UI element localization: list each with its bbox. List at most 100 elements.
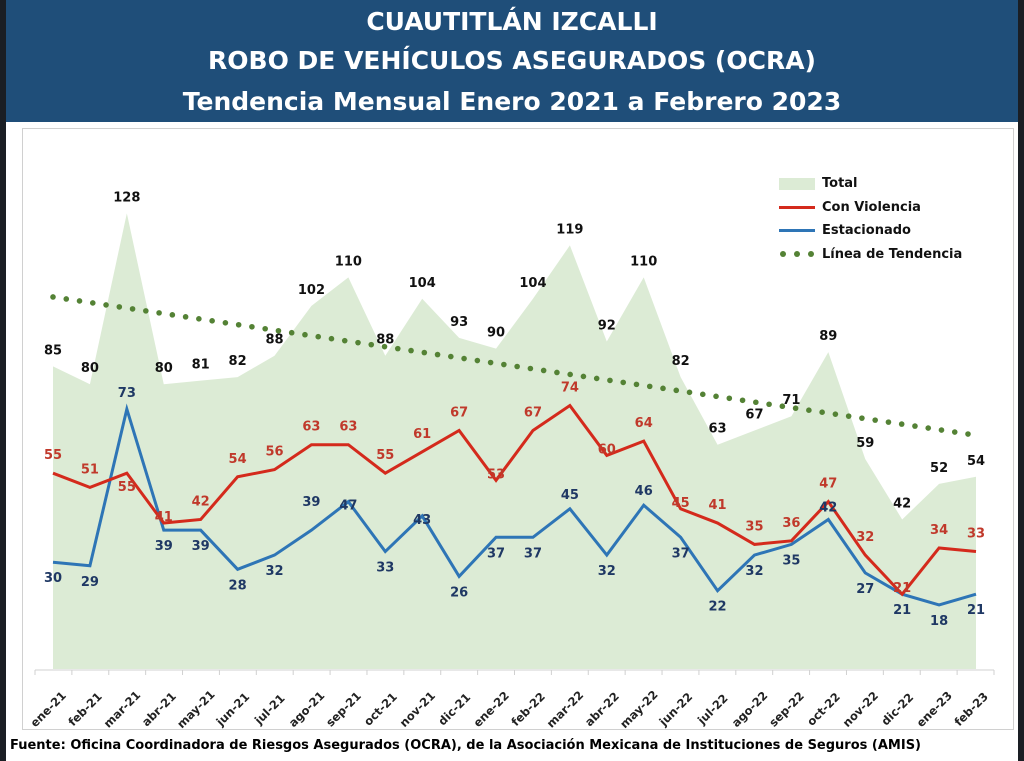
x-tick-label: ago-22 bbox=[729, 688, 770, 729]
trend-dot bbox=[898, 421, 905, 427]
trend-dot bbox=[527, 365, 534, 372]
trend-dot bbox=[766, 401, 772, 408]
trend-dot bbox=[819, 409, 825, 415]
x-tick-label: sep-22 bbox=[766, 689, 807, 730]
x-tick-label: ene-21 bbox=[27, 688, 68, 729]
legend-swatch-total bbox=[779, 177, 815, 190]
legend-label-tendencia: Línea de Tendencia bbox=[822, 246, 963, 262]
estacionado-data-label: 21 bbox=[893, 603, 911, 618]
total-data-label: 119 bbox=[556, 222, 583, 237]
violencia-data-label: 67 bbox=[524, 405, 542, 420]
violencia-data-label: 35 bbox=[745, 519, 763, 534]
trend-dot bbox=[832, 411, 839, 417]
violencia-line bbox=[52, 403, 977, 597]
estacionado-data-label: 26 bbox=[450, 585, 468, 600]
legend-item-violencia: Con Violencia bbox=[778, 196, 962, 220]
estacionado-data-label: 39 bbox=[155, 539, 173, 554]
trend-dot bbox=[89, 300, 96, 306]
violencia-data-label: 42 bbox=[192, 494, 210, 509]
trend-dot bbox=[501, 361, 507, 368]
estacionado-data-label: 27 bbox=[856, 582, 874, 597]
estacionado-data-label: 47 bbox=[339, 499, 357, 514]
trend-dot bbox=[103, 302, 109, 308]
total-area bbox=[53, 213, 976, 669]
x-tick-label: oct-22 bbox=[804, 690, 843, 729]
estacionado-data-label: 39 bbox=[192, 539, 210, 554]
plot-area-border bbox=[22, 128, 1014, 730]
estacionado-data-label: 39 bbox=[302, 495, 320, 510]
trend-dot bbox=[249, 323, 255, 330]
x-tick-label: nov-21 bbox=[397, 689, 438, 730]
trend-dot bbox=[660, 385, 666, 392]
trend-dot bbox=[593, 375, 600, 382]
estacionado-data-label: 46 bbox=[635, 484, 653, 499]
legend-label-total: Total bbox=[822, 176, 858, 192]
violencia-data-label: 63 bbox=[339, 420, 357, 435]
estacionado-data-label: 18 bbox=[930, 614, 948, 629]
trend-dot bbox=[567, 371, 573, 378]
chart-header: CUAUTITLÁN IZCALLI ROBO DE VEHÍCULOS ASE… bbox=[6, 0, 1018, 122]
legend-label-estacionado: Estacionado bbox=[822, 223, 911, 239]
trend-dot bbox=[859, 415, 865, 421]
estacionado-data-label: 37 bbox=[672, 546, 690, 561]
total-data-label: 42 bbox=[893, 496, 911, 511]
violencia-data-label: 56 bbox=[265, 445, 283, 460]
estacionado-data-label: 37 bbox=[487, 546, 505, 561]
trend-dot bbox=[209, 318, 215, 324]
trend-dot bbox=[792, 405, 799, 412]
trend-dot bbox=[951, 429, 958, 435]
estacionado-data-label: 42 bbox=[819, 500, 837, 515]
trend-dot bbox=[474, 357, 481, 364]
total-data-label: 93 bbox=[450, 315, 468, 330]
total-data-label: 54 bbox=[967, 454, 985, 469]
trend-dot bbox=[779, 403, 786, 410]
total-data-label: 82 bbox=[229, 354, 247, 369]
estacionado-data-label: 32 bbox=[265, 564, 283, 579]
violencia-data-label: 64 bbox=[635, 416, 653, 431]
total-data-label: 92 bbox=[598, 318, 616, 333]
x-tick-label: jun-21 bbox=[213, 690, 253, 730]
trend-dot bbox=[156, 310, 162, 316]
trend-dot bbox=[341, 337, 348, 344]
estacionado-data-label: 21 bbox=[967, 603, 985, 618]
trend-dot bbox=[461, 355, 467, 362]
total-data-label: 89 bbox=[819, 329, 837, 344]
x-tick-label: ago-21 bbox=[286, 688, 327, 729]
legend-label-violencia: Con Violencia bbox=[822, 199, 921, 215]
trend-dot bbox=[925, 425, 932, 431]
x-tick-label: feb-23 bbox=[951, 689, 990, 728]
trend-dot bbox=[912, 423, 918, 429]
legend-swatch-tendencia bbox=[780, 251, 814, 258]
trend-dot bbox=[540, 367, 547, 374]
violencia-data-label: 47 bbox=[819, 477, 837, 492]
x-tick-label: feb-22 bbox=[508, 689, 547, 728]
violencia-data-label: 53 bbox=[487, 467, 505, 482]
trend-dot bbox=[355, 339, 361, 346]
trend-dot bbox=[620, 379, 627, 386]
total-data-label: 82 bbox=[672, 354, 690, 369]
x-tick-label: may-22 bbox=[617, 687, 661, 731]
x-tick-label: jul-21 bbox=[251, 691, 288, 728]
x-tick-label: abr-22 bbox=[582, 689, 622, 729]
violencia-data-label: 41 bbox=[709, 498, 727, 513]
x-tick-label: abr-21 bbox=[139, 689, 179, 729]
violencia-data-label: 55 bbox=[118, 480, 136, 495]
trend-dot bbox=[381, 343, 388, 350]
trend-dot bbox=[713, 393, 719, 400]
x-tick-label: feb-21 bbox=[65, 689, 104, 728]
violencia-data-label: 55 bbox=[44, 448, 62, 463]
violencia-data-label: 33 bbox=[967, 527, 985, 542]
total-data-label: 128 bbox=[113, 190, 140, 205]
legend-swatch-estacionado bbox=[779, 229, 815, 233]
total-data-label: 85 bbox=[44, 343, 62, 358]
total-data-label: 110 bbox=[335, 254, 362, 269]
x-tick-label: dic-21 bbox=[435, 690, 473, 728]
trend-dot bbox=[143, 308, 149, 314]
trend-dot bbox=[753, 399, 759, 406]
x-tick-label: ene-23 bbox=[914, 688, 955, 729]
trend-dot bbox=[315, 333, 322, 340]
trend-dot bbox=[726, 395, 733, 402]
total-data-label: 52 bbox=[930, 461, 948, 476]
trend-dot bbox=[806, 407, 812, 414]
x-tick-label: jul-22 bbox=[694, 691, 731, 728]
